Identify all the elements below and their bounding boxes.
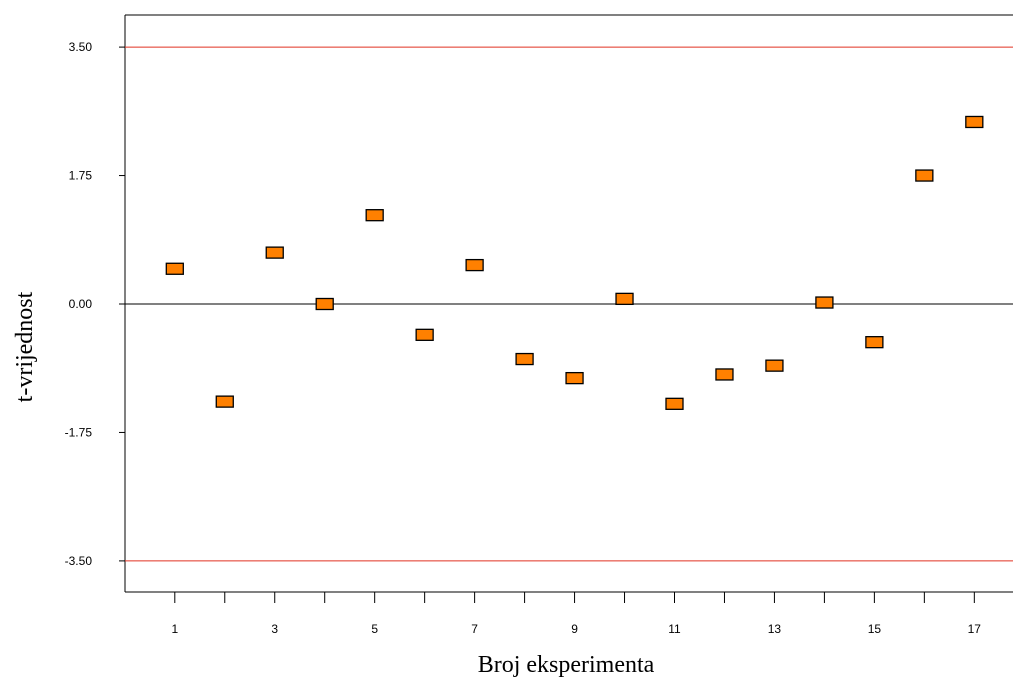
reference-lines (125, 46, 1013, 562)
data-point-12 (715, 368, 734, 381)
data-points (165, 115, 984, 410)
data-point-6 (415, 328, 434, 341)
data-point-2 (215, 395, 234, 408)
data-point-5 (365, 209, 384, 222)
x-tick-label: 15 (868, 622, 882, 636)
x-tick-label: 9 (571, 622, 578, 636)
y-axis-ticks: 3.50 1.75 0.00 -1.75 -3.50 (65, 40, 125, 568)
x-axis-ticks: 1 3 5 7 9 11 13 15 17 (171, 592, 981, 636)
y-tick-label: -1.75 (65, 425, 93, 439)
data-point-14 (815, 296, 834, 309)
data-point-17 (965, 115, 984, 129)
x-tick-label: 17 (968, 622, 982, 636)
data-point-4 (315, 297, 334, 311)
x-tick-label: 11 (668, 622, 681, 636)
y-axis-title: t-vrijednost (12, 291, 38, 402)
x-tick-label: 5 (371, 622, 378, 636)
y-tick-label: -3.50 (65, 554, 93, 568)
data-point-10 (615, 292, 634, 306)
y-tick-label: 1.75 (69, 169, 93, 183)
y-tick-label: 0.00 (69, 297, 93, 311)
x-tick-label: 7 (471, 622, 478, 636)
data-point-8 (515, 352, 534, 366)
data-point-13 (765, 359, 784, 372)
x-tick-label: 13 (768, 622, 782, 636)
x-axis-title: Broj eksperimenta (478, 652, 655, 678)
x-tick-label: 3 (271, 622, 278, 636)
data-point-11 (665, 397, 684, 410)
data-point-16 (915, 169, 934, 182)
data-point-7 (465, 258, 484, 272)
x-tick-label: 1 (171, 622, 178, 636)
data-point-9 (565, 371, 584, 385)
y-tick-label: 3.50 (69, 40, 93, 54)
data-point-15 (865, 336, 884, 349)
data-point-3 (265, 246, 284, 259)
data-point-1 (165, 262, 184, 275)
